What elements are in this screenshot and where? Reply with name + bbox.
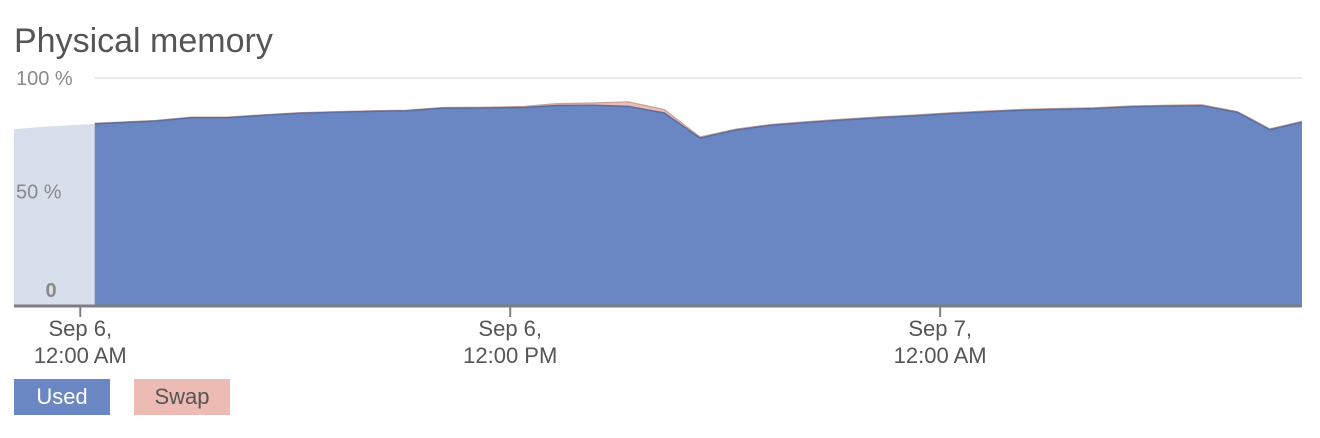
x-tick-label: Sep 7, (908, 316, 972, 341)
x-tick-label: Sep 6, (478, 316, 542, 341)
x-tick-label: 12:00 PM (463, 343, 557, 368)
legend-used-button[interactable]: Used (14, 379, 110, 415)
series-used-area (14, 105, 1302, 305)
x-tick-label: 12:00 AM (34, 343, 127, 368)
faded-region (14, 123, 95, 305)
series-used-line (13, 104, 1303, 139)
x-tick-label: 12:00 AM (894, 343, 987, 368)
legend-swap-button[interactable]: Swap (134, 379, 230, 415)
y-tick-label: 100 % (16, 68, 73, 90)
y-tick-label: 50 % (16, 182, 62, 204)
y-tick-label: 0 (45, 280, 56, 302)
x-tick-label: Sep 6, (48, 316, 112, 341)
chart-title: Physical memory (14, 22, 273, 60)
